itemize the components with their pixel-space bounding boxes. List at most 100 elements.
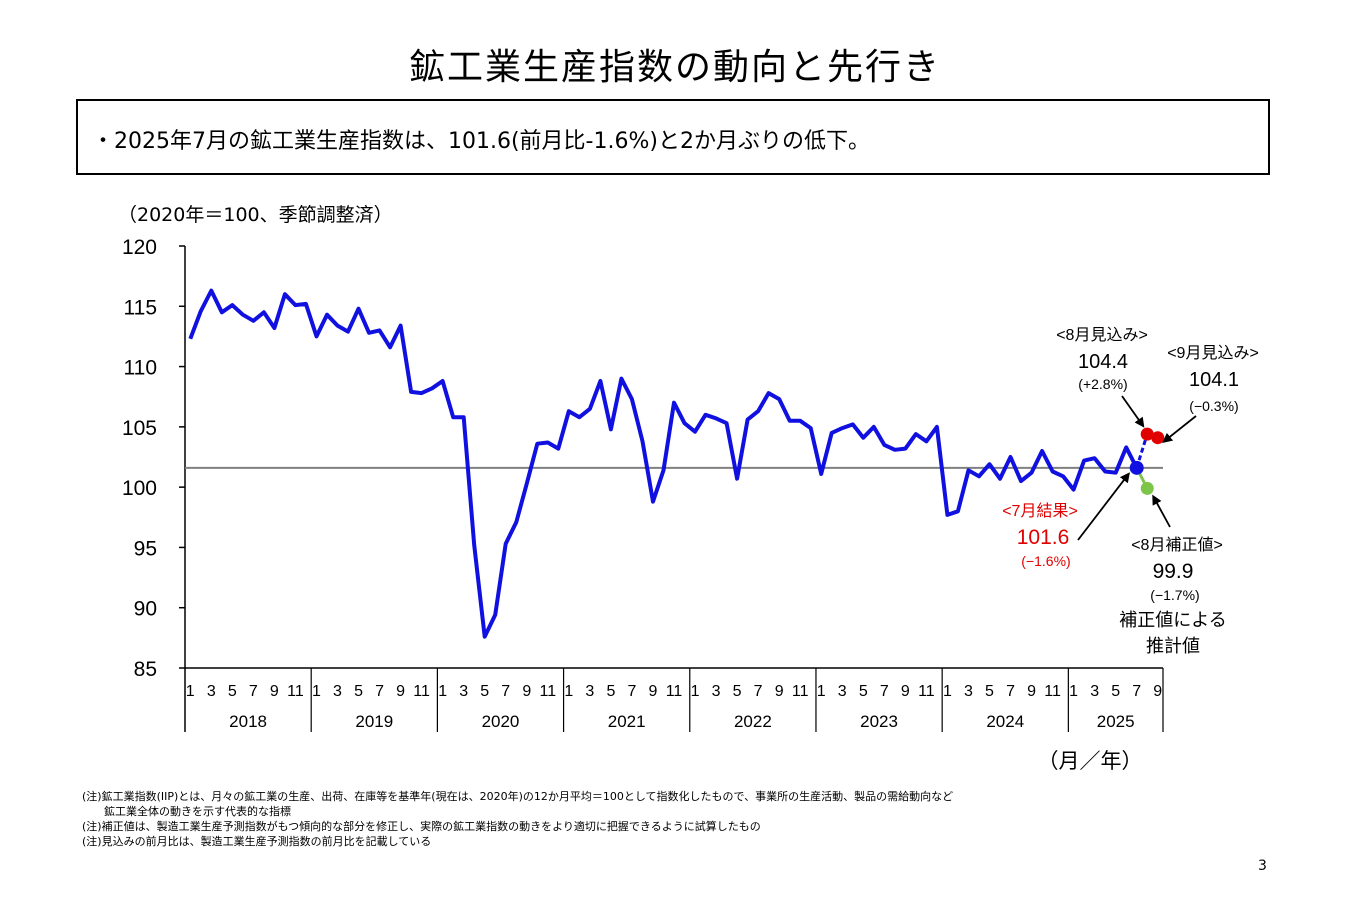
x-month-label: 11 (792, 683, 809, 700)
x-month-label: 7 (375, 683, 384, 700)
x-month-label: 1 (943, 683, 952, 700)
x-month-label: 7 (1006, 683, 1015, 700)
july-result-value: 101.6 (1017, 526, 1070, 549)
x-month-label: 11 (918, 683, 935, 700)
series-line-iip (188, 288, 1139, 639)
y-tick-label: 115 (124, 296, 157, 319)
y-tick-label: 110 (124, 357, 157, 380)
forecast-connector (1135, 433, 1149, 469)
x-year-label: 2018 (229, 712, 267, 731)
x-year-label: 2025 (1097, 712, 1135, 731)
sep-forecast-value: 104.1 (1189, 369, 1239, 391)
aug-forecast-marker (1140, 427, 1154, 441)
aug-forecast-label: <8月見込み> (1056, 326, 1148, 344)
x-month-label: 11 (413, 683, 430, 700)
x-month-label: 1 (817, 683, 826, 700)
x-month-label: 7 (249, 683, 258, 700)
aug-corrected-note-2: 推計値 (1146, 636, 1200, 656)
x-month-label: 1 (438, 683, 447, 700)
aug-forecast-change: (+2.8%) (1078, 376, 1127, 392)
x-month-label: 9 (649, 683, 658, 700)
aug-corrected-change: (−1.7%) (1150, 587, 1199, 603)
chart-axes (184, 246, 1163, 732)
x-year-label: 2022 (734, 712, 772, 731)
x-month-label: 9 (270, 683, 279, 700)
july-result-change: (−1.6%) (1021, 553, 1070, 569)
x-month-label: 3 (712, 683, 721, 700)
aug-corrected-note-1: 補正値による (1119, 610, 1226, 630)
sep-forecast-marker (1151, 431, 1165, 445)
x-month-label: 5 (1111, 683, 1120, 700)
x-month-label: 9 (396, 683, 405, 700)
july-result-marker (1129, 460, 1144, 475)
summary-text: ・2025年7月の鉱工業生産指数は、101.6(前月比-1.6%)と2か月ぶりの… (92, 129, 870, 154)
footnote-2: (注)補正値は、製造工業生産予測指数がもつ傾向的な部分を修正し、実際の鉱工業指数… (82, 820, 761, 833)
x-month-label: 5 (480, 683, 489, 700)
x-month-label: 5 (606, 683, 615, 700)
x-month-label: 3 (333, 683, 342, 700)
x-month-label: 9 (775, 683, 784, 700)
x-month-label: 11 (287, 683, 304, 700)
x-axis-title: （月／年） (1038, 750, 1143, 773)
unit-label: （2020年＝100、季節調整済） (118, 204, 393, 226)
x-month-label: 3 (207, 683, 216, 700)
x-month-label: 3 (838, 683, 847, 700)
y-tick-label: 105 (122, 417, 157, 440)
chart-annotations: <8月見込み> 104.4 (+2.8%) <9月見込み> 104.1 (−0.3%) <7… (1002, 326, 1259, 656)
x-month-label: 7 (1132, 683, 1141, 700)
x-month-label: 9 (1027, 683, 1036, 700)
x-month-label: 3 (459, 683, 468, 700)
x-month-label: 1 (1069, 683, 1078, 700)
x-month-label: 1 (691, 683, 700, 700)
x-month-label: 3 (964, 683, 973, 700)
y-tick-label: 95 (134, 537, 157, 560)
aug-corrected-marker (1140, 481, 1154, 495)
y-tick-label: 120 (122, 236, 157, 259)
x-month-label: 1 (564, 683, 573, 700)
aug-corrected-arrow (1152, 494, 1171, 528)
x-month-label: 7 (501, 683, 510, 700)
sep-forecast-arrow (1162, 415, 1197, 443)
footnote-1-cont: 鉱工業全体の動きを示す代表的な指標 (104, 805, 291, 818)
footnote-3: (注)見込みの前月比は、製造工業生産予測指数の前月比を記載している (82, 835, 432, 848)
x-month-label: 5 (354, 683, 363, 700)
x-month-label: 9 (1153, 683, 1162, 700)
sep-forecast-change: (−0.3%) (1189, 398, 1238, 414)
x-month-label: 5 (985, 683, 994, 700)
summary-box: ・2025年7月の鉱工業生産指数は、101.6(前月比-1.6%)と2か月ぶりの… (76, 99, 1270, 175)
aug-corrected-value: 99.9 (1153, 560, 1194, 583)
x-month-label: 11 (666, 683, 683, 700)
y-tick-label: 90 (134, 598, 157, 621)
x-month-label: 9 (522, 683, 531, 700)
x-month-label: 5 (859, 683, 868, 700)
x-month-label: 7 (627, 683, 636, 700)
x-month-label: 1 (186, 683, 195, 700)
y-tick-label: 85 (134, 658, 157, 681)
aug-forecast-value: 104.4 (1078, 351, 1128, 373)
x-year-label: 2023 (860, 712, 898, 731)
x-month-label: 1 (312, 683, 321, 700)
sep-forecast-label: <9月見込み> (1167, 344, 1259, 362)
aug-forecast-arrow (1121, 395, 1145, 428)
x-month-label: 3 (585, 683, 594, 700)
footnote-1: (注)鉱工業指数(IIP)とは、月々の鉱工業の生産、出荷、在庫等を基準年(現在は… (82, 790, 954, 803)
july-result-label: <7月結果> (1002, 502, 1078, 520)
page-number: 3 (1258, 858, 1267, 874)
x-month-label: 7 (880, 683, 889, 700)
july-result-arrow (1077, 472, 1130, 541)
footnotes: (注)鉱工業指数(IIP)とは、月々の鉱工業の生産、出荷、在庫等を基準年(現在は… (82, 789, 953, 849)
y-tick-label: 100 (122, 477, 157, 500)
x-year-label: 2021 (608, 712, 646, 731)
x-month-label: 5 (733, 683, 742, 700)
aug-corrected-label: <8月補正値> (1131, 536, 1223, 554)
page-title: 鉱工業生産指数の動向と先行き (408, 47, 941, 88)
x-year-label: 2019 (355, 712, 393, 731)
x-month-label: 11 (540, 683, 557, 700)
x-month-label: 11 (1044, 683, 1061, 700)
x-month-label: 9 (901, 683, 910, 700)
x-year-label: 2024 (986, 712, 1024, 731)
x-month-label: 3 (1090, 683, 1099, 700)
x-month-label: 7 (754, 683, 763, 700)
